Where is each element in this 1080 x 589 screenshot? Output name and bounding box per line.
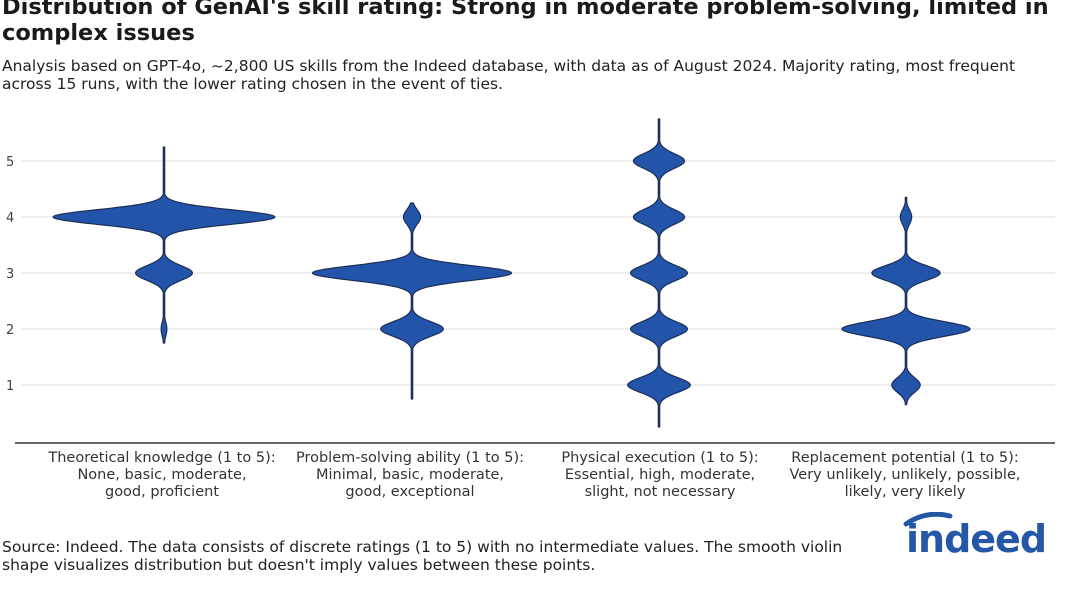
y-tick-label: 4	[6, 211, 14, 226]
category-label-line: likely, very likely	[844, 484, 966, 500]
category-label-problem-solving: Problem-solving ability (1 to 5): Minima…	[280, 450, 540, 501]
category-label-line: Problem-solving ability (1 to 5):	[295, 450, 525, 466]
category-label-replacement-potential: Replacement potential (1 to 5): Very unl…	[775, 450, 1035, 501]
category-label-line: good, proficient	[104, 484, 220, 500]
category-label-line: good, exceptional	[345, 484, 475, 500]
category-label-line: slight, not necessary	[584, 484, 736, 500]
category-label-line: Minimal, basic, moderate,	[315, 467, 505, 483]
category-label-physical-execution: Physical execution (1 to 5): Essential, …	[530, 450, 790, 501]
indeed-logo[interactable]: indeed	[900, 512, 1050, 560]
violin-theoretical-knowledge	[52, 146, 276, 344]
y-tick-label: 3	[6, 267, 14, 282]
violin-replacement-potential	[841, 196, 971, 406]
category-label-line: Very unlikely, unlikely, possible,	[789, 467, 1021, 483]
logo-text: indeed	[906, 517, 1046, 560]
violin-physical-execution	[627, 118, 691, 428]
chart-subtitle: Analysis based on GPT-4o, ~2,800 US skil…	[2, 57, 1016, 93]
category-label-line: Physical execution (1 to 5):	[561, 450, 759, 466]
violin-problem-solving-ability	[311, 202, 513, 400]
chart-title: Distribution of GenAI's skill rating: St…	[2, 0, 1049, 46]
y-tick-label: 5	[6, 155, 14, 170]
category-label-theoretical-knowledge: Theoretical knowledge (1 to 5): None, ba…	[32, 450, 292, 501]
logo-arc-icon	[903, 512, 953, 527]
y-tick-label: 2	[6, 323, 14, 338]
violin-chart: 1 2 3 4 5	[6, 118, 1055, 444]
category-label-line: None, basic, moderate,	[77, 467, 247, 483]
y-tick-label: 1	[6, 379, 14, 394]
category-label-line: Theoretical knowledge (1 to 5):	[48, 450, 276, 466]
category-label-line: Replacement potential (1 to 5):	[791, 450, 1019, 466]
category-label-line: Essential, high, moderate,	[564, 467, 756, 483]
source-note: Source: Indeed. The data consists of dis…	[2, 538, 843, 574]
